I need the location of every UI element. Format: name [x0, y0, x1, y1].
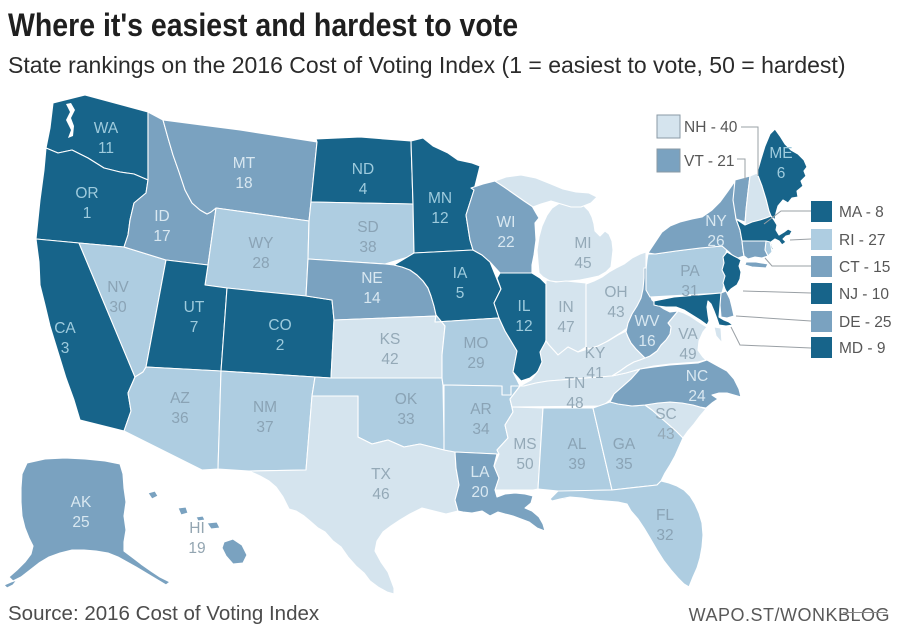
- svg-text:MO: MO: [464, 335, 489, 352]
- svg-text:IN: IN: [558, 299, 574, 316]
- svg-text:AL: AL: [568, 436, 587, 453]
- svg-text:FL: FL: [656, 507, 674, 524]
- svg-text:6: 6: [777, 165, 786, 182]
- svg-text:SC: SC: [655, 406, 677, 423]
- svg-text:16: 16: [638, 333, 655, 350]
- svg-text:NE: NE: [361, 270, 383, 287]
- svg-text:NY: NY: [705, 213, 727, 230]
- svg-text:31: 31: [681, 283, 698, 300]
- svg-text:37: 37: [256, 419, 273, 436]
- svg-text:NJ - 10: NJ - 10: [839, 286, 889, 303]
- svg-text:KS: KS: [380, 331, 401, 348]
- svg-text:7: 7: [190, 319, 199, 336]
- svg-text:WY: WY: [249, 235, 274, 252]
- svg-text:WA: WA: [94, 120, 119, 137]
- svg-text:IL: IL: [518, 298, 531, 315]
- svg-text:MI: MI: [574, 235, 591, 252]
- svg-text:ME: ME: [769, 145, 792, 162]
- svg-text:WI: WI: [497, 214, 516, 231]
- svg-text:12: 12: [515, 318, 532, 335]
- svg-text:18: 18: [235, 175, 252, 192]
- svg-text:OK: OK: [395, 391, 418, 408]
- svg-text:MT: MT: [233, 155, 256, 172]
- svg-text:ND: ND: [352, 161, 374, 178]
- svg-text:CA: CA: [54, 320, 76, 337]
- svg-text:20: 20: [471, 484, 489, 501]
- svg-text:28: 28: [252, 255, 269, 272]
- svg-text:22: 22: [497, 234, 514, 251]
- svg-text:24: 24: [688, 388, 706, 405]
- svg-text:PA: PA: [680, 263, 700, 280]
- svg-text:VT - 21: VT - 21: [684, 153, 735, 170]
- svg-text:IA: IA: [453, 265, 468, 282]
- svg-text:3: 3: [61, 340, 70, 357]
- svg-text:UT: UT: [184, 299, 205, 316]
- svg-text:MS: MS: [513, 436, 536, 453]
- svg-text:12: 12: [431, 210, 448, 227]
- svg-text:WV: WV: [635, 313, 661, 330]
- svg-text:LA: LA: [471, 464, 491, 481]
- svg-text:NH - 40: NH - 40: [684, 119, 738, 136]
- svg-text:NC: NC: [686, 368, 708, 385]
- svg-text:43: 43: [657, 426, 674, 443]
- svg-text:TX: TX: [371, 466, 391, 483]
- svg-text:MA - 8: MA - 8: [839, 204, 884, 221]
- svg-text:11: 11: [98, 140, 114, 157]
- svg-text:ID: ID: [154, 208, 170, 225]
- svg-text:KY: KY: [585, 345, 606, 362]
- svg-text:49: 49: [679, 346, 696, 363]
- svg-text:SD: SD: [357, 219, 379, 236]
- svg-text:30: 30: [109, 299, 127, 316]
- svg-text:45: 45: [574, 255, 591, 272]
- svg-text:MN: MN: [428, 190, 452, 207]
- svg-text:MD - 9: MD - 9: [839, 340, 886, 357]
- svg-text:25: 25: [72, 514, 89, 531]
- svg-text:VA: VA: [678, 326, 698, 343]
- svg-text:AK: AK: [71, 494, 92, 511]
- svg-text:AZ: AZ: [170, 390, 190, 407]
- svg-text:47: 47: [557, 319, 574, 336]
- svg-text:RI - 27: RI - 27: [839, 232, 886, 249]
- svg-text:35: 35: [615, 456, 632, 473]
- svg-text:17: 17: [153, 228, 170, 245]
- svg-text:OR: OR: [75, 185, 98, 202]
- svg-text:36: 36: [171, 410, 188, 427]
- svg-text:GA: GA: [613, 436, 636, 453]
- svg-text:4: 4: [359, 181, 368, 198]
- svg-text:46: 46: [372, 486, 389, 503]
- svg-text:1: 1: [83, 205, 92, 222]
- svg-text:CT - 15: CT - 15: [839, 259, 890, 276]
- svg-text:CO: CO: [268, 317, 291, 334]
- svg-text:48: 48: [566, 395, 583, 412]
- svg-text:19: 19: [188, 540, 205, 557]
- svg-text:50: 50: [516, 456, 534, 473]
- svg-text:TN: TN: [565, 375, 586, 392]
- svg-text:39: 39: [568, 456, 585, 473]
- svg-text:14: 14: [363, 290, 381, 307]
- svg-text:34: 34: [472, 421, 490, 438]
- svg-text:33: 33: [397, 411, 414, 428]
- svg-text:NV: NV: [107, 279, 129, 296]
- svg-text:43: 43: [607, 304, 624, 321]
- svg-text:2: 2: [276, 337, 285, 354]
- svg-text:5: 5: [456, 285, 465, 302]
- svg-text:OH: OH: [604, 284, 627, 301]
- svg-text:38: 38: [359, 239, 376, 256]
- svg-text:DE - 25: DE - 25: [839, 314, 892, 331]
- svg-text:29: 29: [467, 355, 484, 372]
- svg-text:HI: HI: [189, 520, 205, 537]
- svg-text:32: 32: [656, 527, 673, 544]
- svg-text:42: 42: [381, 351, 398, 368]
- svg-text:NM: NM: [253, 399, 277, 416]
- svg-text:41: 41: [586, 365, 603, 382]
- svg-text:AR: AR: [470, 401, 492, 418]
- svg-text:26: 26: [707, 233, 724, 250]
